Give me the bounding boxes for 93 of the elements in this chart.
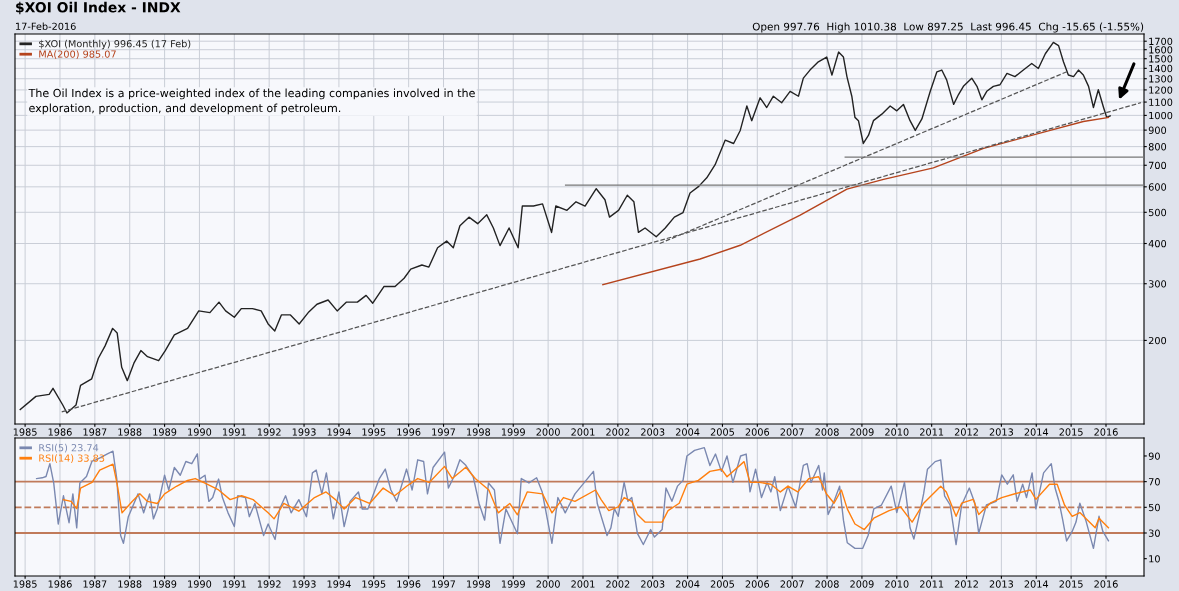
x-tick-label: 1988 [118,580,142,588]
y-tick-label: 1400 [1149,64,1173,73]
x-tick-label: 2014 [1024,428,1049,436]
y-tick-label: 200 [1148,336,1167,345]
x-tick-label: 2011 [920,428,944,436]
x-tick-label: 1992 [257,580,281,588]
y-tick-label: 30 [1148,529,1160,537]
x-tick-label: 2011 [920,580,944,588]
x-tick-label: 2014 [1024,580,1049,588]
legend-label: RSI(5) 23.74 [39,443,99,453]
y-tick-label: 10 [1149,555,1160,563]
x-tick-label: 1985 [13,580,37,588]
x-tick-label: 2001 [571,580,595,588]
y-tick-label: 300 [1148,280,1167,288]
x-tick-label: 1994 [327,580,351,588]
x-tick-label: 1986 [48,428,72,436]
x-tick-label: 2012 [954,428,978,436]
y-tick-label: 1500 [1149,55,1173,63]
x-tick-label: 2003 [641,428,665,436]
x-tick-label: 2010 [885,428,909,436]
x-tick-label: 1990 [188,428,212,436]
x-tick-label: 2012 [954,580,978,588]
x-tick-label: 2003 [641,580,665,588]
x-tick-label: 1998 [467,580,491,588]
chart-title: $XOI Oil Index - INDX [16,1,181,15]
x-tick-label: 1990 [188,580,212,588]
x-tick-label: 2000 [536,428,560,436]
x-tick-label: 1991 [223,580,246,588]
annotation: The Oil Index is a price-weighted index of the leading companies involved in the exploration, production, and development of petroleum. [28,88,475,115]
y-tick-label: 500 [1148,208,1167,217]
x-tick-label: 2009 [850,580,874,588]
x-tick-label: 2006 [745,580,770,588]
x-tick-label: 1987 [83,428,107,436]
x-tick-label: 2007 [780,428,804,436]
y-tick-label: 800 [1148,143,1167,151]
x-tick-label: 1995 [362,428,386,436]
x-tick-label: 1989 [153,580,177,588]
y-tick-label: 1300 [1149,75,1173,83]
legend-label: RSI(14) 33.83 [39,454,105,463]
x-tick-label: 1997 [432,428,456,436]
y-tick-label: 400 [1148,239,1167,248]
x-tick-label: 2016 [1094,580,1118,588]
x-tick-label: 1992 [257,428,281,436]
y-tick-label: 1600 [1149,46,1173,54]
x-tick-label: 2005 [710,428,734,436]
y-tick-label: 1100 [1149,98,1173,106]
x-tick-label: 1988 [118,428,142,436]
x-tick-label: 2002 [606,428,630,436]
x-tick-label: 2008 [815,428,839,436]
x-tick-label: 1996 [397,580,421,588]
y-tick-label: 900 [1148,126,1167,134]
legend-label: MA(200) 985.07 [39,50,116,59]
y-tick-label: 1700 [1149,37,1173,46]
x-tick-label: 2010 [885,580,909,588]
x-tick-label: 1996 [397,428,421,436]
x-tick-label: 2006 [745,428,770,436]
x-tick-label: 2013 [989,580,1013,588]
x-tick-label: 1993 [292,428,316,436]
x-tick-label: 2015 [1059,428,1083,436]
legend-label: $XOI (Monthly) 996.45 (17 Feb) [39,39,191,50]
x-tick-label: 1985 [13,428,37,436]
y-tick-label: 700 [1148,161,1167,170]
x-tick-label: 1995 [362,580,386,588]
y-tick-label: 600 [1148,183,1167,191]
x-tick-label: 2015 [1059,580,1083,588]
x-tick-label: 2002 [606,580,630,588]
x-tick-label: 1998 [467,428,491,436]
y-tick-label: 1200 [1149,86,1173,94]
x-tick-label: 2008 [815,580,839,588]
x-tick-label: 2000 [536,580,560,588]
x-tick-label: 2016 [1094,428,1118,436]
text: Open 997.76 High 1010.38 Low 897.25 Last 996.45 Chg -15.65 (-1.55%) [752,22,1144,33]
x-tick-label: 1999 [501,428,525,436]
x-tick-label: 2004 [675,428,700,436]
x-tick-label: 2004 [675,580,700,588]
x-tick-label: 2009 [850,428,874,436]
x-tick-label: 1989 [153,428,177,436]
x-tick-label: 2005 [710,580,734,588]
x-tick-label: 2001 [571,428,595,436]
x-tick-label: 1999 [501,580,525,588]
y-tick-label: 1000 [1149,111,1173,120]
x-tick-label: 1986 [48,580,72,588]
x-tick-label: 1993 [292,580,316,588]
y-tick-label: 70 [1148,478,1160,486]
x-tick-label: 1994 [327,428,351,436]
x-tick-label: 2007 [780,580,804,588]
chart-subtitle: 17-Feb-2016 [16,22,76,30]
x-tick-label: 1991 [223,428,246,436]
y-tick-label: 50 [1148,503,1160,512]
x-tick-label: 1997 [432,580,456,588]
x-tick-label: 1987 [83,580,107,588]
y-tick-label: 90 [1148,452,1160,460]
x-tick-label: 2013 [989,428,1013,436]
